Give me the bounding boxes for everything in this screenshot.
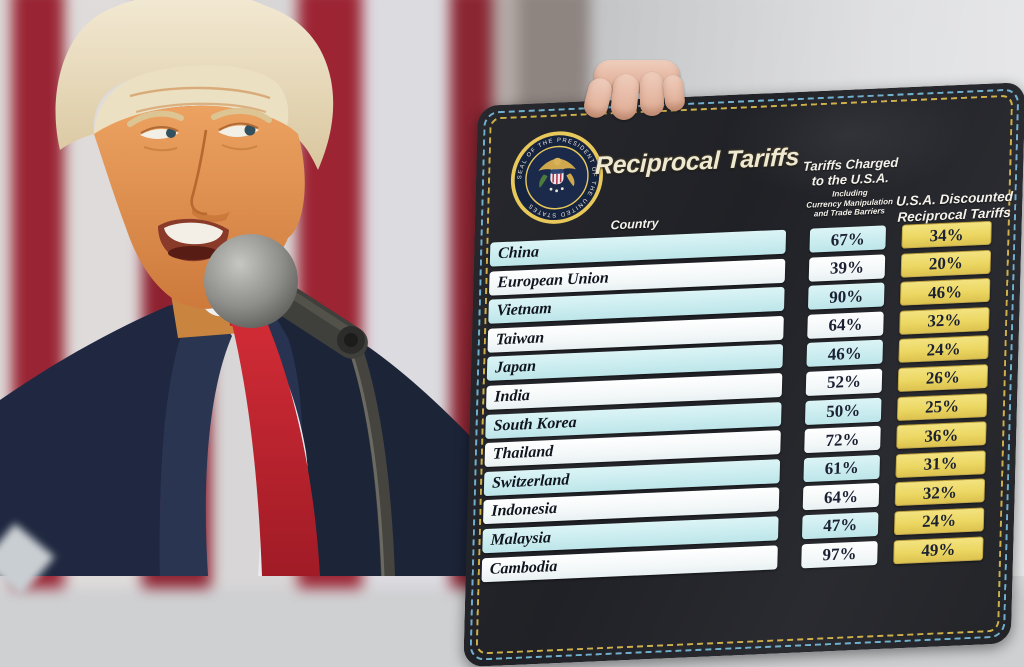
charged-tariff-cell: 61% bbox=[803, 454, 881, 482]
presidential-seal: SEAL OF THE PRESIDENT OF THE UNITED STAT… bbox=[510, 131, 603, 224]
discounted-tariff-cell: 26% bbox=[897, 363, 989, 392]
country-label: European Union bbox=[497, 269, 610, 291]
eye-bag bbox=[143, 146, 178, 152]
charged-tariff-cell: 46% bbox=[806, 339, 884, 368]
left-eyelid bbox=[140, 126, 179, 134]
country-label: South Korea bbox=[493, 413, 577, 435]
suit-right-shoulder bbox=[252, 296, 470, 576]
nostril-shadow bbox=[192, 206, 230, 222]
forehead-wrinkle bbox=[129, 86, 271, 100]
country-label: Cambodia bbox=[489, 557, 558, 578]
country-label: Japan bbox=[494, 358, 537, 377]
microphone bbox=[204, 234, 395, 576]
discounted-tariff-cell: 32% bbox=[894, 478, 986, 507]
mouth-interior bbox=[168, 246, 218, 260]
discounted-tariff-cell: 24% bbox=[893, 507, 985, 536]
tariff-table: China 67% 34% European Union 39% 20% Vie… bbox=[465, 219, 1021, 587]
tariff-board: SEAL OF THE PRESIDENT OF THE UNITED STAT… bbox=[463, 82, 1024, 667]
right-eyebrow bbox=[211, 108, 272, 123]
finger bbox=[640, 72, 664, 116]
suit-lapel-left bbox=[159, 298, 232, 576]
charged-tariff-cell: 97% bbox=[801, 540, 878, 568]
microphone-stand bbox=[347, 337, 395, 576]
discounted-tariff-cell: 25% bbox=[896, 392, 988, 421]
suit-lapel-right bbox=[252, 296, 303, 486]
left-eyebrow bbox=[127, 110, 184, 127]
charged-tariff-cell: 47% bbox=[801, 511, 879, 540]
hair-quiff bbox=[94, 65, 289, 134]
discounted-tariff-cell: 20% bbox=[900, 249, 992, 278]
discounted-tariff-cell: 32% bbox=[899, 306, 990, 335]
charged-tariff-cell: 52% bbox=[805, 368, 883, 396]
microphone-foam-windscreen bbox=[204, 234, 298, 328]
charged-tariff-cell: 72% bbox=[804, 425, 881, 454]
country-label: Malaysia bbox=[490, 529, 552, 549]
speaker-figure bbox=[0, 0, 470, 576]
suit-left-shoulder bbox=[0, 298, 196, 576]
charged-tariff-cell: 39% bbox=[808, 253, 886, 282]
teeth bbox=[164, 222, 223, 245]
hair bbox=[55, 0, 334, 170]
country-label: Switzerland bbox=[491, 471, 570, 492]
forehead-wrinkle bbox=[135, 102, 267, 114]
discounted-tariff-cell: 49% bbox=[893, 535, 984, 564]
microphone-stand-highlight bbox=[347, 345, 385, 576]
right-eyelid bbox=[218, 122, 259, 131]
charged-tariff-cell: 64% bbox=[802, 483, 880, 511]
charged-tariff-cell: 50% bbox=[804, 397, 882, 425]
country-label: Indonesia bbox=[491, 500, 558, 521]
charged-tariff-cell: 90% bbox=[807, 282, 885, 310]
charged-tariff-cell: 67% bbox=[809, 225, 887, 253]
discounted-tariff-cell: 24% bbox=[898, 335, 989, 364]
country-label: Vietnam bbox=[496, 300, 552, 320]
discounted-tariff-cell: 31% bbox=[895, 449, 986, 478]
charged-tariff-cell: 64% bbox=[807, 311, 884, 339]
country-label: Taiwan bbox=[495, 329, 545, 349]
microphone-clamp-core bbox=[344, 333, 358, 347]
country-label: Thailand bbox=[492, 443, 554, 463]
tie-blade bbox=[232, 320, 320, 576]
eye-bag bbox=[221, 144, 258, 151]
discounted-tariff-cell: 34% bbox=[901, 220, 992, 249]
seal-eagle-icon bbox=[538, 157, 576, 193]
left-iris bbox=[166, 128, 176, 138]
discounted-tariff-cell: 36% bbox=[896, 421, 987, 450]
discounted-tariff-cell: 46% bbox=[899, 278, 991, 306]
right-iris bbox=[244, 124, 256, 136]
country-label: India bbox=[494, 386, 531, 406]
country-label: China bbox=[497, 243, 540, 263]
